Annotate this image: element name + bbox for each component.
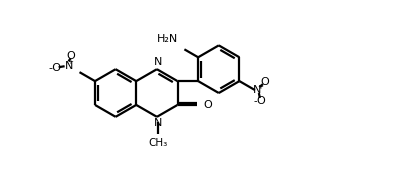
Text: H₂N: H₂N xyxy=(157,34,178,44)
Text: O: O xyxy=(261,77,269,87)
Text: O: O xyxy=(257,96,265,106)
Text: +: + xyxy=(68,59,73,65)
Text: O: O xyxy=(203,100,212,110)
Text: CH₃: CH₃ xyxy=(148,138,168,148)
Text: N: N xyxy=(64,61,73,71)
Text: O: O xyxy=(66,51,75,61)
Text: N: N xyxy=(253,85,261,95)
Text: N: N xyxy=(154,57,162,67)
Text: N: N xyxy=(154,118,162,128)
Text: -: - xyxy=(253,96,257,106)
Text: +: + xyxy=(257,84,263,90)
Text: -O: -O xyxy=(48,63,61,73)
